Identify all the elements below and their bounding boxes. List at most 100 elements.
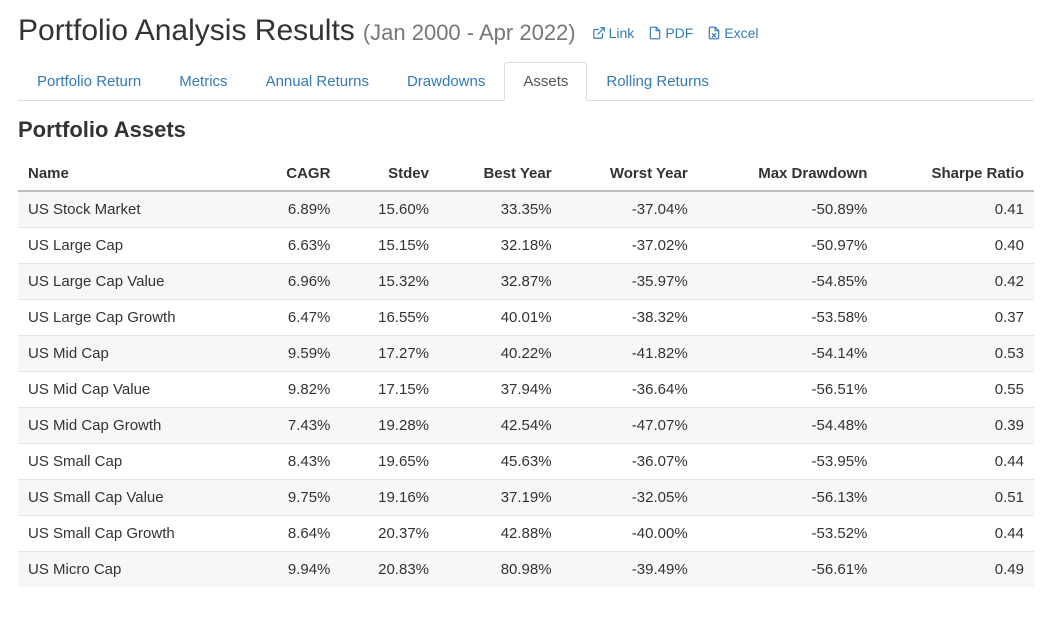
asset-value-cell: -38.32% (562, 300, 698, 336)
asset-value-cell: 15.60% (340, 191, 439, 228)
assets-table: NameCAGRStdevBest YearWorst YearMax Draw… (18, 157, 1034, 587)
asset-value-cell: 15.32% (340, 264, 439, 300)
table-row: US Small Cap Growth8.64%20.37%42.88%-40.… (18, 516, 1034, 552)
asset-value-cell: -56.61% (698, 552, 878, 588)
asset-value-cell: 0.44 (877, 516, 1034, 552)
asset-value-cell: 0.39 (877, 408, 1034, 444)
asset-name-cell: US Micro Cap (18, 552, 251, 588)
asset-value-cell: 42.88% (439, 516, 562, 552)
asset-name-cell: US Mid Cap (18, 336, 251, 372)
table-col-cagr: CAGR (251, 157, 340, 191)
asset-value-cell: 8.64% (251, 516, 340, 552)
asset-value-cell: 9.94% (251, 552, 340, 588)
asset-value-cell: 0.53 (877, 336, 1034, 372)
table-col-worst-year: Worst Year (562, 157, 698, 191)
asset-value-cell: 19.65% (340, 444, 439, 480)
asset-value-cell: -36.64% (562, 372, 698, 408)
asset-name-cell: US Mid Cap Growth (18, 408, 251, 444)
asset-value-cell: -37.02% (562, 228, 698, 264)
asset-value-cell: 40.01% (439, 300, 562, 336)
export-pdf[interactable]: PDF (648, 25, 693, 41)
table-row: US Large Cap Growth6.47%16.55%40.01%-38.… (18, 300, 1034, 336)
asset-value-cell: 9.82% (251, 372, 340, 408)
tab-assets[interactable]: Assets (504, 62, 587, 101)
export-links: Link PDF Excel (592, 25, 759, 41)
asset-value-cell: 0.51 (877, 480, 1034, 516)
tab-annual-returns[interactable]: Annual Returns (247, 62, 388, 101)
asset-value-cell: -54.14% (698, 336, 878, 372)
asset-name-cell: US Small Cap Growth (18, 516, 251, 552)
page-header: Portfolio Analysis Results (Jan 2000 - A… (18, 14, 1034, 48)
asset-name-cell: US Mid Cap Value (18, 372, 251, 408)
asset-value-cell: 0.42 (877, 264, 1034, 300)
asset-value-cell: -36.07% (562, 444, 698, 480)
asset-value-cell: 20.83% (340, 552, 439, 588)
table-row: US Large Cap Value6.96%15.32%32.87%-35.9… (18, 264, 1034, 300)
export-excel[interactable]: Excel (707, 25, 758, 41)
asset-name-cell: US Large Cap (18, 228, 251, 264)
asset-value-cell: -56.51% (698, 372, 878, 408)
asset-value-cell: -50.97% (698, 228, 878, 264)
table-row: US Mid Cap Growth7.43%19.28%42.54%-47.07… (18, 408, 1034, 444)
table-row: US Small Cap8.43%19.65%45.63%-36.07%-53.… (18, 444, 1034, 480)
asset-value-cell: -35.97% (562, 264, 698, 300)
export-pdf-label: PDF (665, 25, 693, 41)
asset-value-cell: 15.15% (340, 228, 439, 264)
asset-value-cell: -32.05% (562, 480, 698, 516)
asset-name-cell: US Stock Market (18, 191, 251, 228)
tab-rolling-returns[interactable]: Rolling Returns (587, 62, 728, 101)
file-excel-icon (707, 26, 721, 40)
export-link[interactable]: Link (592, 25, 635, 41)
asset-value-cell: -56.13% (698, 480, 878, 516)
table-row: US Small Cap Value9.75%19.16%37.19%-32.0… (18, 480, 1034, 516)
asset-value-cell: 16.55% (340, 300, 439, 336)
tab-drawdowns[interactable]: Drawdowns (388, 62, 504, 101)
asset-value-cell: 0.49 (877, 552, 1034, 588)
table-col-sharpe-ratio: Sharpe Ratio (877, 157, 1034, 191)
asset-value-cell: 0.37 (877, 300, 1034, 336)
external-link-icon (592, 26, 606, 40)
asset-value-cell: -53.52% (698, 516, 878, 552)
asset-value-cell: -37.04% (562, 191, 698, 228)
asset-value-cell: 20.37% (340, 516, 439, 552)
asset-value-cell: 0.55 (877, 372, 1034, 408)
asset-value-cell: 32.87% (439, 264, 562, 300)
page-date-range: (Jan 2000 - Apr 2022) (363, 20, 576, 46)
asset-value-cell: 6.47% (251, 300, 340, 336)
asset-value-cell: 33.35% (439, 191, 562, 228)
asset-value-cell: 45.63% (439, 444, 562, 480)
asset-value-cell: 8.43% (251, 444, 340, 480)
asset-value-cell: 9.59% (251, 336, 340, 372)
table-row: US Mid Cap Value9.82%17.15%37.94%-36.64%… (18, 372, 1034, 408)
asset-value-cell: -53.95% (698, 444, 878, 480)
asset-value-cell: 19.16% (340, 480, 439, 516)
tab-bar: Portfolio ReturnMetricsAnnual ReturnsDra… (18, 62, 1034, 101)
table-col-name: Name (18, 157, 251, 191)
table-col-max-drawdown: Max Drawdown (698, 157, 878, 191)
asset-name-cell: US Small Cap (18, 444, 251, 480)
asset-value-cell: 17.27% (340, 336, 439, 372)
asset-name-cell: US Large Cap Growth (18, 300, 251, 336)
tab-metrics[interactable]: Metrics (160, 62, 246, 101)
asset-value-cell: 7.43% (251, 408, 340, 444)
table-row: US Micro Cap9.94%20.83%80.98%-39.49%-56.… (18, 552, 1034, 588)
table-col-best-year: Best Year (439, 157, 562, 191)
asset-value-cell: 37.19% (439, 480, 562, 516)
export-excel-label: Excel (724, 25, 758, 41)
asset-value-cell: 80.98% (439, 552, 562, 588)
asset-value-cell: -54.48% (698, 408, 878, 444)
asset-name-cell: US Large Cap Value (18, 264, 251, 300)
asset-name-cell: US Small Cap Value (18, 480, 251, 516)
table-header-row: NameCAGRStdevBest YearWorst YearMax Draw… (18, 157, 1034, 191)
asset-value-cell: 32.18% (439, 228, 562, 264)
tab-portfolio-return[interactable]: Portfolio Return (18, 62, 160, 101)
asset-value-cell: 0.41 (877, 191, 1034, 228)
asset-value-cell: 0.44 (877, 444, 1034, 480)
asset-value-cell: -41.82% (562, 336, 698, 372)
export-link-label: Link (609, 25, 635, 41)
asset-value-cell: -47.07% (562, 408, 698, 444)
asset-value-cell: -53.58% (698, 300, 878, 336)
section-title: Portfolio Assets (18, 117, 1034, 143)
asset-value-cell: 6.63% (251, 228, 340, 264)
table-row: US Mid Cap9.59%17.27%40.22%-41.82%-54.14… (18, 336, 1034, 372)
